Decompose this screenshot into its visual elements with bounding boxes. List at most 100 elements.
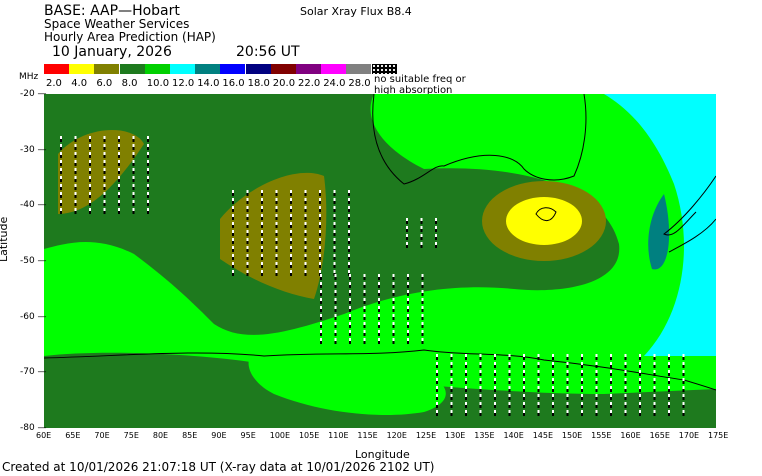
no-suitable-dot	[60, 163, 62, 166]
no-suitable-dot	[465, 410, 467, 413]
no-suitable-dot	[436, 386, 438, 389]
no-suitable-dot	[319, 190, 321, 193]
no-suitable-dot	[275, 193, 278, 196]
x-tick-label: 145E	[532, 431, 554, 440]
no-suitable-dot	[118, 184, 120, 187]
no-suitable-dot	[320, 317, 322, 320]
no-suitable-dot	[523, 402, 525, 405]
no-suitable-dot	[348, 217, 350, 220]
no-suitable-dot	[74, 171, 77, 174]
no-suitable-dot	[420, 226, 423, 229]
no-suitable-dot	[494, 402, 496, 405]
no-suitable-dot	[103, 155, 106, 158]
no-suitable-dot	[639, 397, 641, 400]
x-axis-label: Longitude	[355, 448, 410, 461]
no-suitable-dot	[552, 378, 554, 381]
no-suitable-dot	[450, 402, 453, 405]
x-tick-label: 85E	[182, 431, 198, 440]
no-suitable-dot	[132, 147, 135, 150]
no-suitable-dot	[566, 354, 569, 357]
no-suitable-dot	[132, 211, 135, 214]
no-suitable-dot	[118, 187, 120, 190]
no-suitable-dot	[60, 200, 62, 203]
no-suitable-dot	[479, 373, 482, 376]
no-suitable-dot	[378, 330, 380, 333]
no-suitable-dot	[246, 265, 249, 268]
no-suitable-dot	[132, 155, 135, 158]
no-suitable-dot	[333, 246, 336, 249]
no-suitable-dot	[118, 136, 120, 139]
no-suitable-dot	[103, 136, 106, 139]
no-suitable-dot	[363, 274, 366, 277]
x-tick-label: 135E	[474, 431, 495, 440]
no-suitable-dot	[348, 238, 350, 241]
no-suitable-dot	[132, 179, 135, 182]
no-suitable-dot	[275, 257, 278, 260]
no-suitable-dot	[147, 192, 149, 195]
no-suitable-dot	[246, 193, 249, 196]
no-suitable-dot	[132, 195, 135, 198]
no-suitable-dot	[60, 152, 62, 155]
no-suitable-dot	[74, 192, 77, 195]
no-suitable-dot	[246, 254, 249, 257]
no-suitable-dot	[639, 405, 641, 408]
no-suitable-dot	[508, 381, 511, 384]
no-suitable-dot	[479, 410, 482, 413]
no-suitable-dot	[333, 214, 336, 217]
no-suitable-dot	[348, 257, 350, 260]
no-suitable-dot	[290, 206, 292, 209]
no-suitable-dot	[436, 362, 438, 365]
no-suitable-dot	[682, 378, 685, 381]
no-suitable-dot	[566, 405, 569, 408]
no-suitable-dot	[479, 389, 482, 392]
y-tick-label: -70 —	[20, 367, 47, 378]
no-suitable-dot	[392, 301, 395, 304]
no-suitable-dot	[349, 314, 351, 317]
no-suitable-dot	[523, 405, 525, 408]
no-suitable-dot	[624, 413, 627, 416]
no-suitable-dot	[320, 330, 322, 333]
no-suitable-dot	[653, 378, 656, 381]
no-suitable-dot	[407, 309, 409, 312]
no-suitable-dot	[118, 168, 120, 171]
x-tick-label: 95E	[240, 431, 256, 440]
xray-flux-label: Solar Xray Flux B8.4	[300, 5, 412, 18]
no-suitable-dot	[132, 200, 135, 203]
no-suitable-dot	[349, 282, 351, 285]
no-suitable-dot	[406, 242, 408, 245]
no-suitable-dot	[232, 222, 234, 225]
no-suitable-dot	[232, 201, 234, 204]
no-suitable-dot	[147, 211, 149, 214]
no-suitable-dot	[494, 397, 496, 400]
no-suitable-dot	[275, 230, 278, 233]
no-suitable-dot	[407, 277, 409, 280]
no-suitable-dot	[333, 241, 336, 244]
no-suitable-dot	[246, 230, 249, 233]
no-suitable-dot	[334, 309, 337, 312]
no-suitable-dot	[275, 233, 278, 236]
no-suitable-dot	[378, 322, 380, 325]
no-suitable-dot	[610, 397, 612, 400]
no-suitable-dot	[610, 378, 612, 381]
no-suitable-dot	[333, 198, 336, 201]
no-suitable-dot	[450, 413, 453, 416]
no-suitable-dot	[348, 230, 350, 233]
no-suitable-dot	[508, 394, 511, 397]
no-suitable-dot	[261, 246, 263, 249]
no-suitable-dot	[334, 301, 337, 304]
no-suitable-dot	[89, 211, 91, 214]
no-suitable-dot	[333, 209, 336, 212]
no-suitable-dot	[420, 218, 423, 221]
no-suitable-dot	[682, 357, 685, 360]
no-suitable-dot	[436, 365, 438, 368]
legend-label: 8.0	[121, 78, 138, 89]
no-suitable-dot	[378, 309, 380, 312]
no-suitable-dot	[232, 241, 234, 244]
no-suitable-dot	[118, 139, 120, 142]
no-suitable-dot	[147, 163, 149, 166]
x-tick-label: 60E	[36, 431, 52, 440]
no-suitable-dot	[261, 214, 263, 217]
no-suitable-dot	[435, 226, 437, 229]
no-suitable-dot	[436, 394, 438, 397]
no-suitable-dot	[320, 322, 322, 325]
